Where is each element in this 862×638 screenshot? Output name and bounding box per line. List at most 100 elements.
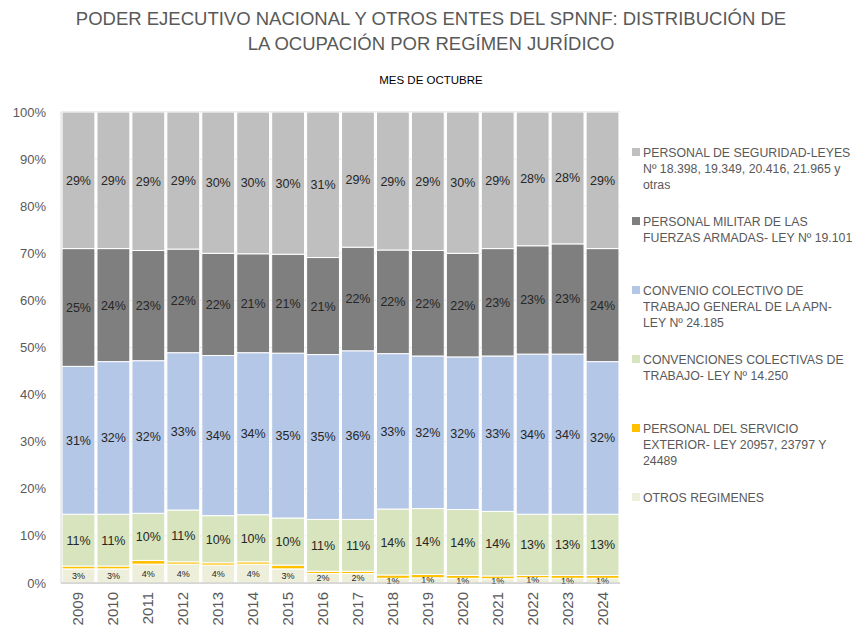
data-label: 31%: [66, 434, 91, 448]
bar-segment: [237, 515, 270, 562]
bar-segment: [516, 246, 549, 354]
bar-segment: [62, 366, 95, 514]
bar-segment: [551, 354, 584, 514]
data-label: 28%: [520, 172, 545, 186]
y-tick-label: 80%: [20, 199, 46, 214]
legend-label-line: PERSONAL DE SEGURIDAD-LEYES: [643, 146, 850, 160]
bar-segment: [62, 249, 95, 367]
data-label: 33%: [171, 425, 196, 439]
title-line: LA OCUPACIÓN POR REGÍMEN JURÍDICO: [248, 33, 615, 54]
bar-segment: [202, 356, 235, 516]
bar-segment: [132, 513, 165, 560]
bars: [62, 112, 619, 583]
data-label: 1%: [561, 576, 574, 586]
data-label: 34%: [520, 428, 545, 442]
legend-label-line: otras: [643, 178, 670, 192]
y-axis: [61, 112, 62, 583]
data-label: 28%: [555, 171, 580, 185]
data-label: 10%: [241, 532, 266, 546]
x-tick-label: 2013: [209, 592, 226, 625]
data-label: 4%: [212, 569, 225, 579]
data-label: 2%: [317, 573, 330, 583]
data-label: 3%: [72, 571, 85, 581]
data-label: 29%: [415, 175, 440, 189]
legend-label-line: CONVENIO COLECTIVO DE: [643, 284, 804, 298]
data-label: 29%: [171, 174, 196, 188]
bar-segment: [307, 112, 340, 258]
bar-segment: [446, 357, 479, 510]
title-line: PODER EJECUTIVO NACIONAL Y OTROS ENTES D…: [76, 8, 786, 29]
data-label: 1%: [421, 575, 434, 585]
bar-segment: [237, 564, 270, 583]
y-tick-label: 10%: [20, 528, 46, 543]
bar-segment: [481, 511, 514, 576]
legend-swatch: [632, 148, 640, 156]
bar-segment: [446, 112, 479, 253]
y-tick-label: 20%: [20, 481, 46, 496]
grid-line: [61, 583, 620, 584]
bar-segment: [411, 356, 444, 509]
bar-segment: [586, 362, 619, 515]
bar-segment: [272, 518, 305, 565]
x-tick-label: 2022: [524, 592, 541, 625]
bar-segment: [586, 249, 619, 362]
data-label: 22%: [171, 294, 196, 308]
data-label: 10%: [136, 530, 161, 544]
y-tick-label: 70%: [20, 246, 46, 261]
bar-segment: [237, 254, 270, 353]
data-label: 13%: [555, 538, 580, 552]
data-label: 23%: [136, 299, 161, 313]
bar-segment: [97, 514, 130, 566]
data-label: 11%: [66, 534, 90, 548]
data-label: 35%: [311, 430, 336, 444]
data-label: 34%: [555, 428, 580, 442]
bar-segment: [551, 112, 584, 244]
bar-segment: [97, 249, 130, 362]
legend-label-line: 24489: [643, 454, 677, 468]
bar-segment: [342, 351, 375, 520]
legend-swatch: [632, 424, 640, 432]
data-label: 14%: [415, 535, 440, 549]
bar-segment: [342, 247, 375, 351]
data-label: 32%: [590, 431, 615, 445]
bar-segment: [202, 112, 235, 253]
bar-segment: [481, 249, 514, 356]
data-label: 30%: [450, 176, 475, 190]
background: [0, 0, 862, 638]
bar-segment: [551, 514, 584, 575]
data-label: 33%: [485, 427, 510, 441]
y-tick-label: 30%: [20, 434, 46, 449]
x-tick-label: 2016: [314, 592, 331, 625]
legend-label: CONVENIO COLECTIVO DETRABAJO GENERAL DE …: [643, 284, 832, 330]
data-label: 1%: [456, 576, 469, 586]
x-tick-label: 2021: [489, 592, 506, 625]
x-tick-label: 2012: [174, 592, 191, 625]
y-tick-label: 100%: [13, 105, 47, 120]
bar-segment: [62, 112, 95, 249]
bar-segment: [132, 564, 165, 583]
legend-label: PERSONAL DEL SERVICIOEXTERIOR- LEY 20957…: [643, 422, 826, 468]
data-label: 32%: [136, 430, 161, 444]
data-label: 1%: [386, 576, 399, 586]
bar-segment: [516, 354, 549, 514]
bar-segment: [411, 250, 444, 356]
bar-segment: [237, 112, 270, 254]
data-label: 33%: [380, 425, 405, 439]
bar-segment: [202, 516, 235, 563]
data-label: 14%: [450, 536, 475, 550]
bar-segment: [516, 112, 549, 246]
data-label: 29%: [590, 174, 615, 188]
bar-segment: [132, 560, 165, 564]
bar-segment: [272, 254, 305, 353]
bar-segment: [342, 519, 375, 571]
subtitle: MES DE OCTUBRE: [379, 74, 483, 86]
bar-segment: [307, 258, 340, 355]
data-label: 22%: [450, 299, 475, 313]
chart: PODER EJECUTIVO NACIONAL Y OTROS ENTES D…: [0, 0, 862, 638]
data-label: 31%: [311, 178, 336, 192]
bar-segment: [202, 565, 235, 583]
bar-segment: [167, 249, 200, 353]
bar-segment: [376, 509, 409, 575]
bar-segment: [167, 353, 200, 510]
data-label: 35%: [276, 429, 301, 443]
